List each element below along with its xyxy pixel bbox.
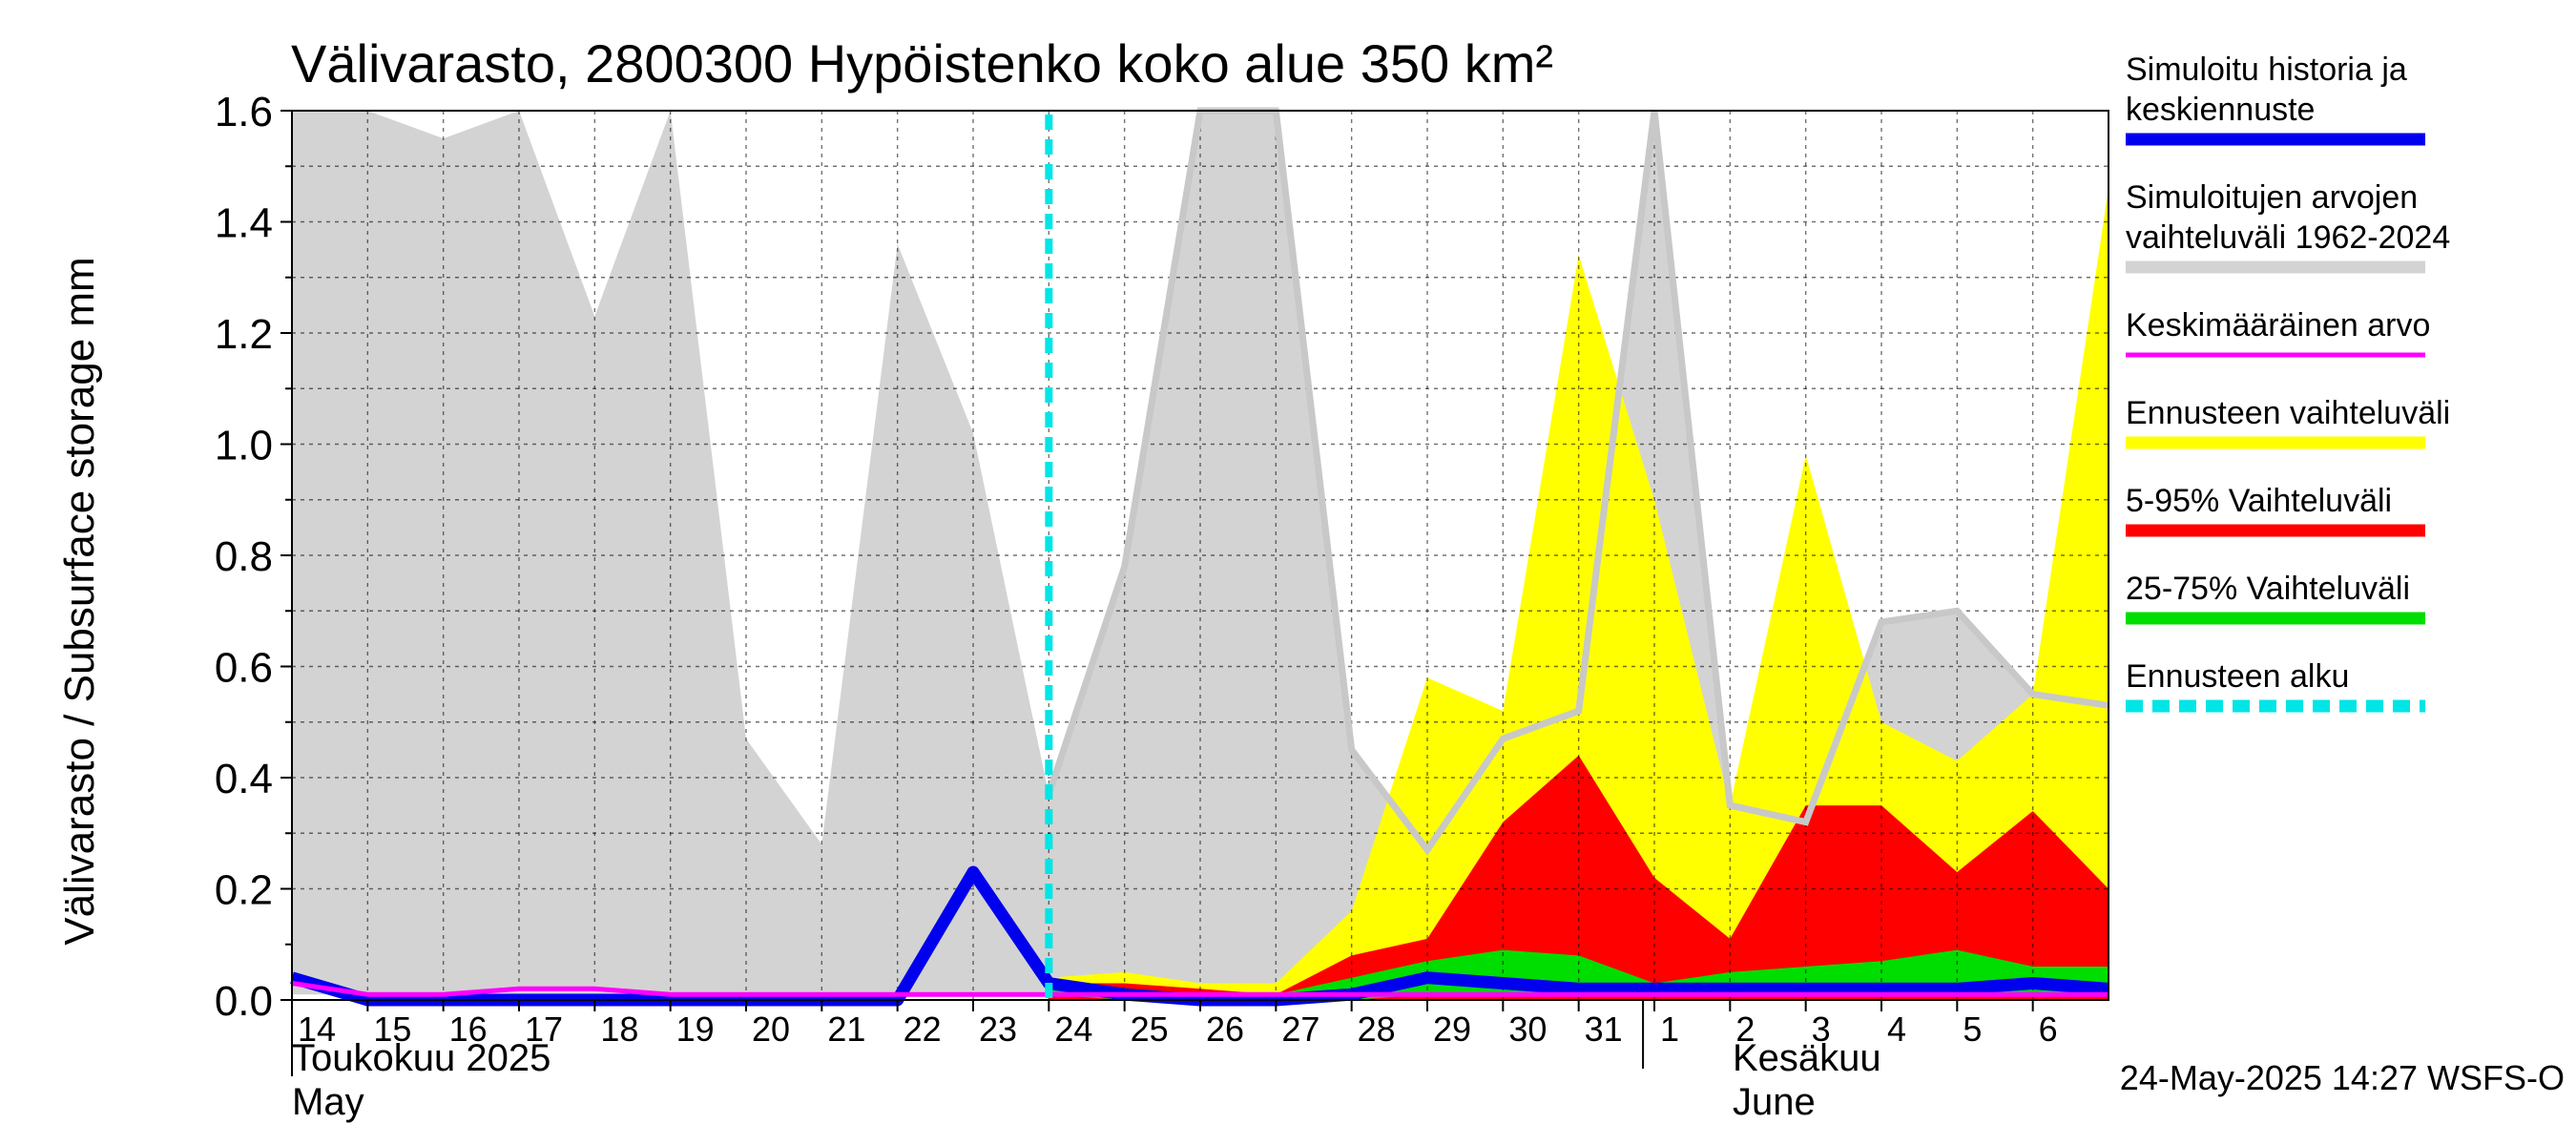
x-tick-label: 14 — [298, 1010, 336, 1049]
legend-label: 5-95% Vaihteluväli — [2126, 483, 2392, 519]
legend-item-simuloitu-historia-ja: Simuloitu historia ja keskiennuste — [2126, 52, 2425, 146]
y-tick-label: 0.2 — [215, 867, 273, 914]
x-tick-label: 5 — [1963, 1010, 1982, 1049]
y-tick-label: 0.4 — [215, 756, 273, 802]
legend-item-5-95-vaihteluv-li: 5-95% Vaihteluväli — [2126, 483, 2425, 537]
legend-label: vaihteluväli 1962-2024 — [2126, 219, 2450, 256]
x-tick-label: 18 — [600, 1010, 638, 1049]
y-tick-label: 1.4 — [215, 200, 273, 247]
legend-item-ennusteen-alku: Ennusteen alku — [2126, 658, 2425, 713]
x-tick-label: 22 — [904, 1010, 942, 1049]
legend-item-ennusteen-vaihteluv-li: Ennusteen vaihteluväli — [2126, 395, 2450, 449]
legend-label: Ennusteen vaihteluväli — [2126, 395, 2450, 431]
legend: Simuloitu historia jakeskiennusteSimuloi… — [2126, 52, 2450, 713]
x-tick-label: 26 — [1206, 1010, 1244, 1049]
timestamp: 24-May-2025 14:27 WSFS-O — [2120, 1058, 2565, 1097]
line-keskim-r-inen-arvo — [291, 981, 2109, 997]
legend-label: Keskimääräinen arvo — [2126, 307, 2430, 344]
legend-item-25-75-vaihteluv-li: 25-75% Vaihteluväli — [2126, 571, 2425, 625]
y-axis: 0.0 0.2 0.4 0.6 0.8 1.0 1.2 1.4 1.6 — [215, 89, 292, 1025]
legend-label: Simuloitujen arvojen — [2126, 179, 2418, 216]
legend-item-keskim-r-inen-arvo: Keskimääräinen arvo — [2126, 307, 2430, 358]
x-tick-label: 17 — [525, 1010, 563, 1049]
x-tick-label: 27 — [1281, 1010, 1319, 1049]
x-tick-label: 3 — [1812, 1010, 1831, 1049]
y-tick-label: 1.0 — [215, 423, 273, 469]
x-tick-label: 28 — [1358, 1010, 1396, 1049]
x-tick-label: 21 — [827, 1010, 865, 1049]
x-tick-label: 16 — [449, 1010, 488, 1049]
month-label-june-en: June — [1733, 1081, 1816, 1123]
x-tick-label: 23 — [979, 1010, 1017, 1049]
x-tick-label: 20 — [752, 1010, 790, 1049]
x-tick-label: 1 — [1660, 1010, 1679, 1049]
legend-label: keskiennuste — [2126, 92, 2315, 128]
chart-title: Välivarasto, 2800300 Hypöistenko koko al… — [291, 33, 1553, 94]
month-label-may-en: May — [292, 1081, 364, 1123]
y-axis-label: Välivarasto / Subsurface storage mm — [56, 257, 103, 945]
y-tick-label: 0.0 — [215, 978, 273, 1025]
y-tick-label: 1.6 — [215, 89, 273, 135]
x-tick-label: 15 — [373, 1010, 411, 1049]
month-label-may-fi: Toukokuu 2025 — [292, 1037, 551, 1079]
x-tick-label: 25 — [1131, 1010, 1169, 1049]
x-tick-label: 4 — [1887, 1010, 1906, 1049]
x-tick-label: 2 — [1735, 1010, 1755, 1049]
x-tick-label: 30 — [1508, 1010, 1547, 1049]
x-tick-label: 31 — [1585, 1010, 1623, 1049]
plot-area — [290, 107, 2109, 1007]
grid — [291, 111, 2109, 1000]
legend-label: 25-75% Vaihteluväli — [2126, 571, 2410, 607]
month-label-june-fi: Kesäkuu — [1733, 1037, 1881, 1079]
x-axis: 14 15 16 17 18 19 20 21 22 23 24 25 26 27 28 29 30 31 1 2 3 4… — [291, 1000, 2058, 1076]
legend-label: Simuloitu historia ja — [2126, 52, 2407, 88]
x-tick-label: 19 — [676, 1010, 715, 1049]
x-tick-label: 29 — [1433, 1010, 1471, 1049]
legend-label: Ennusteen alku — [2126, 658, 2349, 695]
y-tick-label: 0.8 — [215, 533, 273, 580]
y-tick-label: 0.6 — [215, 645, 273, 692]
x-tick-label: 24 — [1054, 1010, 1092, 1049]
y-tick-label: 1.2 — [215, 311, 273, 358]
x-tick-label: 6 — [2039, 1010, 2058, 1049]
